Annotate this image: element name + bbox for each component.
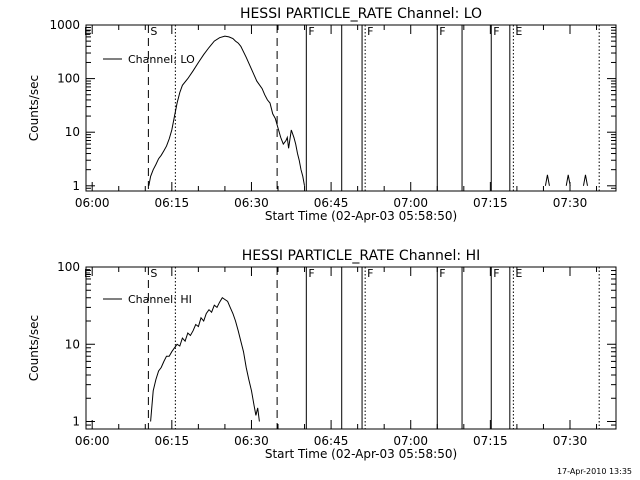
event-marker-label: S bbox=[150, 267, 157, 280]
x-tick-label: 06:30 bbox=[234, 434, 269, 448]
y-tick-label: 100 bbox=[57, 260, 80, 274]
y-tick-label: 10 bbox=[65, 125, 80, 139]
x-tick-label: 06:15 bbox=[155, 196, 190, 210]
chart-title: HESSI PARTICLE_RATE Channel: LO bbox=[240, 6, 482, 22]
event-marker-label: F bbox=[308, 25, 314, 38]
series-line bbox=[148, 35, 305, 186]
event-marker-label: S bbox=[150, 25, 157, 38]
y-axis-label: Counts/sec bbox=[27, 315, 41, 381]
x-axis-label: Start Time (02-Apr-03 05:58:50) bbox=[265, 209, 457, 223]
x-tick-label: 06:00 bbox=[75, 196, 110, 210]
x-tick-label: 07:00 bbox=[393, 434, 428, 448]
series-spike bbox=[582, 174, 588, 186]
event-marker-label: F bbox=[439, 267, 445, 280]
x-tick-label: 07:30 bbox=[553, 434, 588, 448]
event-marker-label: F bbox=[367, 25, 373, 38]
x-tick-label: 07:30 bbox=[553, 196, 588, 210]
event-marker-label: E bbox=[515, 25, 522, 38]
y-tick-label: 1 bbox=[72, 415, 80, 429]
x-tick-label: 06:00 bbox=[75, 434, 110, 448]
x-tick-label: 06:15 bbox=[155, 434, 190, 448]
event-marker-label: F bbox=[493, 25, 499, 38]
x-tick-label: 07:00 bbox=[393, 196, 428, 210]
event-marker-label: F bbox=[439, 25, 445, 38]
x-tick-label: 07:15 bbox=[473, 196, 508, 210]
footer-date: 17-Apr-2010 13:35 bbox=[556, 467, 632, 476]
edge-marker-label: E bbox=[84, 267, 91, 280]
chart-title: HESSI PARTICLE_RATE Channel: HI bbox=[242, 248, 480, 264]
x-tick-label: 06:30 bbox=[234, 196, 269, 210]
event-marker-label: F bbox=[493, 267, 499, 280]
y-tick-label: 100 bbox=[57, 72, 80, 86]
event-marker-label: E bbox=[515, 267, 522, 280]
x-tick-label: 07:15 bbox=[473, 434, 508, 448]
series-spike bbox=[565, 174, 571, 186]
x-tick-label: 06:45 bbox=[314, 434, 349, 448]
legend-label: Channel: HI bbox=[128, 293, 192, 306]
series-spike bbox=[544, 174, 550, 186]
y-tick-label: 1000 bbox=[49, 18, 80, 32]
plot-frame bbox=[85, 24, 617, 192]
panel-lo: HESSI PARTICLE_RATE Channel: LO Start Tim… bbox=[27, 6, 617, 223]
event-marker-label: F bbox=[367, 267, 373, 280]
legend-label: Channel: LO bbox=[128, 53, 195, 66]
series-line bbox=[150, 296, 260, 422]
event-marker-label: F bbox=[308, 267, 314, 280]
y-tick-label: 10 bbox=[65, 337, 80, 351]
plot-frame bbox=[85, 266, 617, 430]
panel-hi: HESSI PARTICLE_RATE Channel: HI Start Tim… bbox=[27, 248, 617, 461]
x-axis-label: Start Time (02-Apr-03 05:58:50) bbox=[265, 447, 457, 461]
y-tick-label: 1 bbox=[72, 179, 80, 193]
edge-marker-label: E bbox=[84, 25, 91, 38]
y-axis-label: Counts/sec bbox=[27, 75, 41, 141]
x-tick-label: 06:45 bbox=[314, 196, 349, 210]
